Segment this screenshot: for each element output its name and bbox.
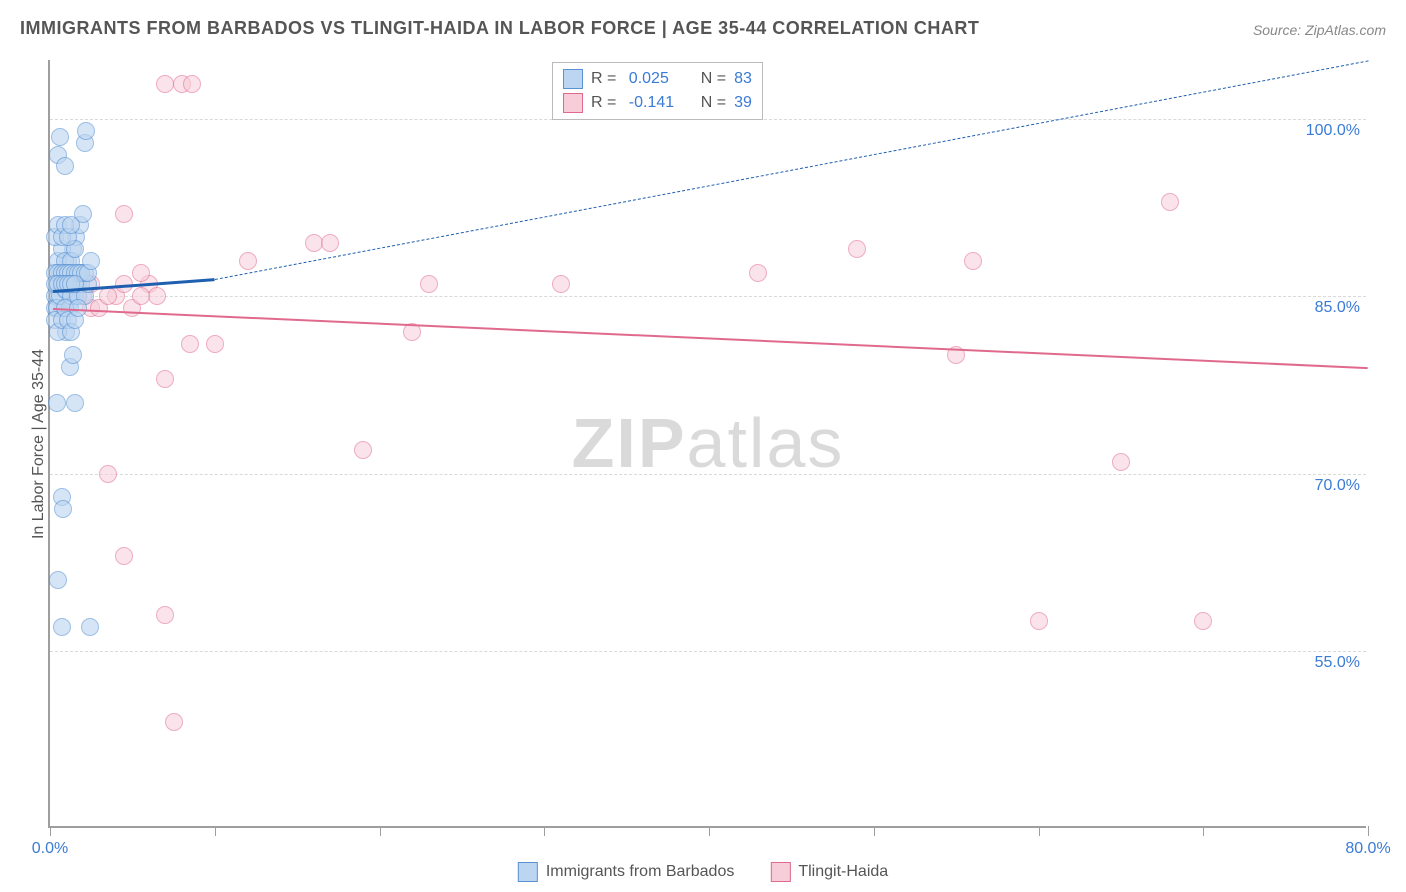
plot-area: ZIPatlas 55.0%70.0%85.0%100.0%0.0%80.0%	[48, 60, 1366, 828]
xtick	[1039, 826, 1040, 836]
gridline-h	[50, 474, 1366, 475]
data-point-pink	[183, 75, 201, 93]
xtick	[215, 826, 216, 836]
ytick-label: 100.0%	[1306, 122, 1360, 140]
legend-series: Immigrants from Barbados Tlingit-Haida	[518, 862, 888, 882]
data-point-pink	[848, 240, 866, 258]
data-point-blue	[62, 216, 80, 234]
data-point-blue	[51, 128, 69, 146]
data-point-blue	[64, 346, 82, 364]
watermark: ZIPatlas	[572, 403, 845, 483]
data-point-pink	[1030, 612, 1048, 630]
data-point-blue	[53, 618, 71, 636]
r-value-pink: -0.141	[629, 94, 683, 112]
trend-line	[53, 308, 1368, 369]
data-point-pink	[749, 264, 767, 282]
data-point-pink	[1112, 453, 1130, 471]
data-point-blue	[77, 122, 95, 140]
data-point-pink	[239, 252, 257, 270]
legend-correlation: R = 0.025 N = 83 R = -0.141 N = 39	[552, 62, 763, 120]
data-point-blue	[82, 252, 100, 270]
ytick-label: 85.0%	[1315, 299, 1360, 317]
data-point-pink	[99, 465, 117, 483]
legend-swatch-blue	[563, 69, 583, 89]
data-point-pink	[115, 547, 133, 565]
data-point-pink	[148, 287, 166, 305]
data-point-pink	[156, 370, 174, 388]
gridline-h	[50, 296, 1366, 297]
data-point-pink	[321, 234, 339, 252]
data-point-pink	[132, 287, 150, 305]
data-point-pink	[964, 252, 982, 270]
data-point-blue	[56, 157, 74, 175]
ytick-label: 55.0%	[1315, 654, 1360, 672]
xtick	[380, 826, 381, 836]
gridline-h	[50, 651, 1366, 652]
data-point-pink	[181, 335, 199, 353]
legend-label-blue: Immigrants from Barbados	[546, 863, 735, 881]
data-point-pink	[420, 275, 438, 293]
legend-label-pink: Tlingit-Haida	[798, 863, 888, 881]
legend-row-blue: R = 0.025 N = 83	[563, 67, 752, 91]
data-point-pink	[1194, 612, 1212, 630]
data-point-pink	[99, 287, 117, 305]
data-point-blue	[49, 571, 67, 589]
data-point-pink	[552, 275, 570, 293]
data-point-pink	[156, 606, 174, 624]
data-point-pink	[1161, 193, 1179, 211]
data-point-pink	[132, 264, 150, 282]
y-axis-title: In Labor Force | Age 35-44	[30, 349, 48, 539]
xtick	[1203, 826, 1204, 836]
data-point-blue	[54, 500, 72, 518]
source-label: Source: ZipAtlas.com	[1253, 22, 1386, 38]
data-point-pink	[115, 205, 133, 223]
n-value-blue: 83	[734, 70, 752, 88]
data-point-pink	[156, 75, 174, 93]
ytick-label: 70.0%	[1315, 477, 1360, 495]
r-value-blue: 0.025	[629, 70, 683, 88]
data-point-pink	[206, 335, 224, 353]
legend-swatch-pink-bottom	[770, 862, 790, 882]
data-point-blue	[66, 394, 84, 412]
legend-swatch-blue-bottom	[518, 862, 538, 882]
data-point-blue	[81, 618, 99, 636]
xtick-label: 80.0%	[1345, 840, 1390, 858]
data-point-blue	[48, 394, 66, 412]
legend-row-pink: R = -0.141 N = 39	[563, 91, 752, 115]
data-point-pink	[305, 234, 323, 252]
xtick	[874, 826, 875, 836]
xtick	[50, 826, 51, 836]
data-point-pink	[165, 713, 183, 731]
legend-item-pink: Tlingit-Haida	[770, 862, 888, 882]
legend-swatch-pink	[563, 93, 583, 113]
xtick-label: 0.0%	[32, 840, 68, 858]
n-value-pink: 39	[734, 94, 752, 112]
data-point-pink	[354, 441, 372, 459]
trend-line	[215, 60, 1368, 280]
xtick	[544, 826, 545, 836]
chart-title: IMMIGRANTS FROM BARBADOS VS TLINGIT-HAID…	[20, 18, 979, 39]
xtick	[709, 826, 710, 836]
xtick	[1368, 826, 1369, 836]
legend-item-blue: Immigrants from Barbados	[518, 862, 735, 882]
